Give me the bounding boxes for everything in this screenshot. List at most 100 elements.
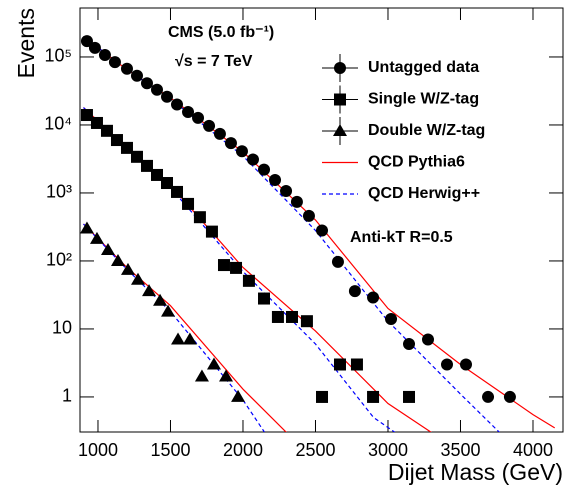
data-point — [440, 358, 453, 371]
data-point — [203, 119, 216, 132]
legend-marker — [334, 93, 346, 106]
data-point — [231, 389, 246, 402]
data-point — [194, 369, 209, 382]
data-point — [333, 358, 346, 371]
data-point — [206, 357, 221, 370]
data-point — [100, 242, 115, 255]
x-tick-label: 4000 — [513, 440, 553, 460]
legend-label: Untagged data — [368, 59, 479, 76]
data-point — [219, 369, 234, 382]
data-point — [403, 390, 416, 403]
data-point — [290, 195, 303, 208]
legend-marker — [333, 124, 347, 136]
data-point — [193, 211, 206, 224]
data-point — [110, 253, 125, 266]
data-point — [459, 358, 472, 371]
data-point — [385, 313, 398, 326]
y-tick-label: 10⁵ — [45, 46, 72, 66]
legend-label: QCD Pythia6 — [368, 154, 465, 171]
x-axis-title: Dijet Mass (GeV) — [388, 459, 563, 485]
data-point — [230, 261, 243, 274]
data-point — [331, 255, 344, 268]
data-point — [80, 109, 93, 122]
legend-marker — [334, 62, 346, 74]
data-point — [482, 390, 495, 403]
data-point — [171, 332, 186, 345]
data-point — [367, 291, 380, 304]
data-point — [161, 90, 174, 103]
y-axis-title: Events — [13, 8, 39, 78]
data-point — [131, 272, 146, 285]
data-point — [153, 293, 168, 306]
data-point — [150, 83, 163, 96]
x-tick-label: 3500 — [440, 440, 480, 460]
x-tick-label: 2500 — [295, 440, 335, 460]
annotation: √s = 7 TeV — [175, 53, 253, 70]
data-point — [182, 197, 195, 210]
data-point — [348, 285, 361, 298]
data-point — [130, 69, 143, 82]
data-point — [161, 304, 176, 317]
y-tick-label: 10³ — [46, 182, 72, 202]
data-point — [150, 168, 163, 181]
data-point — [242, 274, 255, 287]
x-tick-label: 3000 — [368, 440, 408, 460]
data-point — [213, 127, 226, 140]
data-point — [120, 262, 135, 275]
data-point — [140, 77, 153, 90]
data-point — [302, 209, 315, 222]
plot-frame — [79, 7, 564, 433]
data-point — [192, 111, 205, 124]
data-point — [316, 224, 329, 237]
data-point — [246, 153, 259, 166]
annotation: CMS (5.0 fb⁻¹) — [168, 24, 274, 41]
data-point — [316, 390, 329, 403]
data-point — [120, 141, 133, 154]
legend-label: QCD Herwig++ — [368, 185, 480, 202]
data-point — [271, 310, 284, 323]
data-point — [171, 185, 184, 198]
data-point — [80, 35, 93, 48]
data-point — [300, 315, 313, 328]
data-point — [269, 174, 282, 187]
data-point — [120, 62, 133, 75]
data-point — [108, 56, 121, 69]
data-point — [142, 284, 157, 297]
data-point — [161, 177, 174, 190]
data-point — [285, 310, 298, 323]
data-point — [403, 338, 416, 351]
data-point — [98, 48, 111, 61]
data-point — [88, 41, 101, 54]
x-tick-label: 1000 — [78, 440, 118, 460]
legend-label: Double W/Z-tag — [368, 122, 485, 139]
x-tick-label: 1500 — [150, 440, 190, 460]
data-point — [80, 221, 94, 234]
data-point — [503, 390, 516, 403]
data-point — [367, 390, 380, 403]
data-point — [140, 159, 153, 172]
data-point — [235, 145, 248, 158]
data-point — [171, 98, 184, 111]
data-point — [280, 184, 293, 197]
data-point — [110, 134, 123, 147]
data-point — [182, 332, 197, 345]
y-tick-label: 10 — [52, 318, 72, 338]
data-point — [100, 124, 113, 137]
x-tick-label: 2000 — [223, 440, 263, 460]
data-point — [350, 358, 363, 371]
y-tick-label: 10⁴ — [44, 114, 72, 134]
data-point — [224, 137, 237, 150]
legend-label: Single W/Z-tag — [368, 91, 479, 108]
data-point — [422, 333, 435, 346]
data-point — [205, 225, 218, 238]
data-point — [90, 116, 103, 129]
y-tick-label: 10² — [46, 250, 72, 270]
plot-area — [80, 35, 556, 432]
data-point — [182, 106, 195, 119]
data-point — [258, 292, 271, 305]
data-point — [217, 259, 230, 272]
data-point — [89, 231, 104, 244]
data-point — [130, 150, 143, 163]
